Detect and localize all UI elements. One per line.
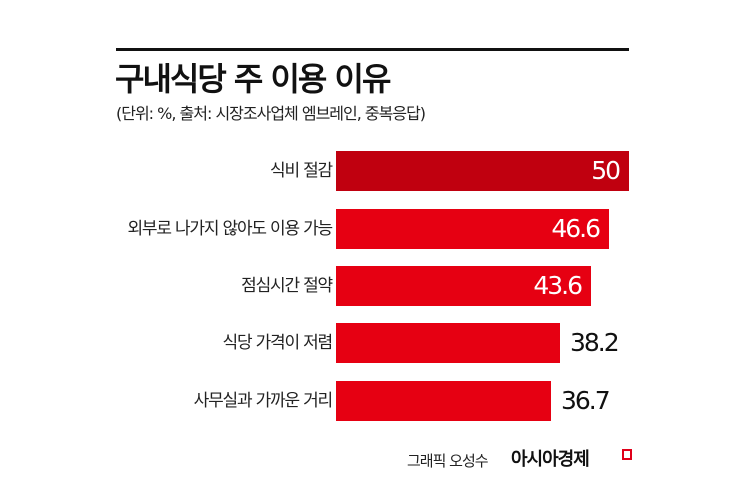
bar — [336, 381, 551, 421]
bar — [336, 266, 591, 306]
publisher-logo: 아시아경제 — [511, 449, 590, 470]
chart-subtitle: (단위: %, 출처: 시장조사업체 엠브레인, 중복응답) — [116, 104, 426, 123]
bar-label: 사무실과 가까운 거리 — [193, 391, 334, 411]
bar-value: 38.2 — [570, 328, 620, 357]
bar — [336, 151, 629, 191]
bar — [336, 209, 609, 249]
bar — [336, 323, 560, 363]
title-rule — [116, 48, 629, 51]
bar-row: 식당 가격이 저렴 38.2 — [0, 323, 745, 363]
bar-label: 점심시간 절약 — [241, 276, 333, 296]
bar-label: 외부로 나가지 않아도 이용 가능 — [127, 219, 333, 239]
bar-label: 식당 가격이 저렴 — [222, 333, 334, 353]
bar-value: 43.6 — [533, 271, 583, 300]
bar-row: 외부로 나가지 않아도 이용 가능 46.6 — [0, 209, 745, 249]
bar-value: 36.7 — [561, 386, 611, 415]
bar-row: 사무실과 가까운 거리 36.7 — [0, 381, 745, 421]
brand-mark-icon — [622, 449, 632, 460]
graphic-credit: 그래픽 오성수 — [407, 452, 489, 470]
chart-title: 구내식당 주 이용 이유 — [115, 60, 391, 98]
bar-row: 점심시간 절약 43.6 — [0, 266, 745, 306]
bar-label: 식비 절감 — [270, 161, 333, 181]
bar-value: 50 — [591, 156, 621, 185]
bar-value: 46.6 — [551, 214, 601, 243]
bar-row: 식비 절감 50 — [0, 151, 745, 191]
